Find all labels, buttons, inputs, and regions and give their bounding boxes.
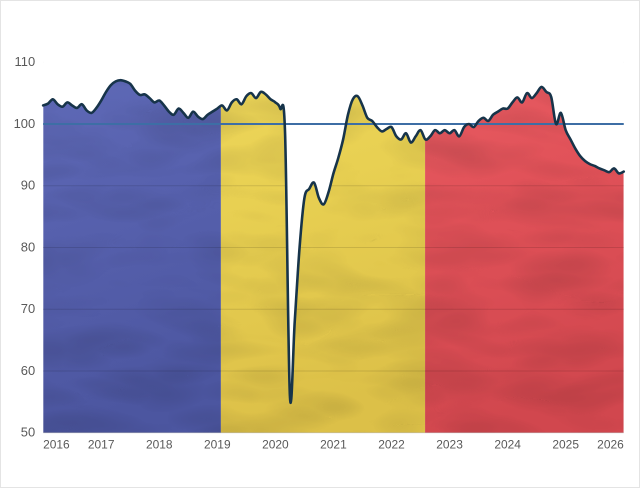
svg-text:2021: 2021	[320, 438, 347, 452]
svg-text:2023: 2023	[436, 438, 463, 452]
svg-text:2024: 2024	[494, 438, 521, 452]
svg-text:50: 50	[21, 425, 35, 440]
svg-text:2019: 2019	[204, 438, 231, 452]
svg-text:2020: 2020	[262, 438, 289, 452]
svg-text:2022: 2022	[378, 438, 405, 452]
svg-text:2017: 2017	[88, 438, 115, 452]
svg-text:110: 110	[15, 54, 36, 69]
svg-text:2018: 2018	[146, 438, 173, 452]
svg-text:100: 100	[14, 116, 36, 131]
svg-text:60: 60	[21, 363, 35, 378]
svg-text:90: 90	[21, 178, 35, 193]
svg-text:2026: 2026	[597, 438, 624, 452]
svg-text:70: 70	[21, 301, 35, 316]
svg-text:2025: 2025	[552, 438, 579, 452]
svg-text:2016: 2016	[43, 438, 70, 452]
svg-text:80: 80	[21, 239, 35, 254]
